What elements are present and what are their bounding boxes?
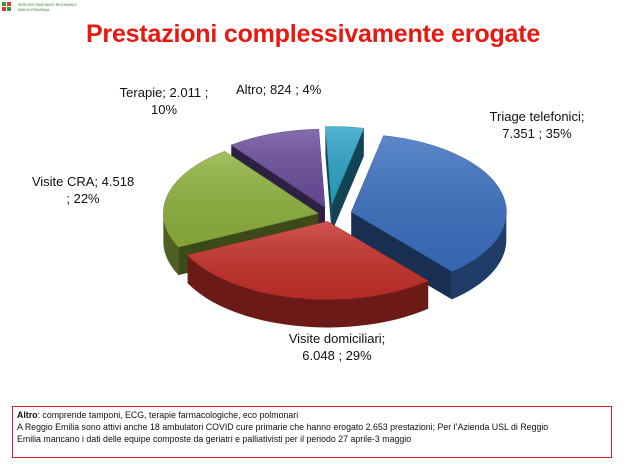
pie-slice-rim-2-0 [163, 213, 179, 276]
slice-label-altro: Altro; 824 ; 4% [236, 81, 356, 98]
slice-label-line: 10% [150, 102, 178, 117]
slice-label-visite-domiciliari: Visite domiciliari; 6.048 ; 29% [262, 330, 412, 364]
slice-label-line: 7.351 ; 35% [502, 126, 572, 141]
pie-slice-wall-4-0 [325, 126, 332, 233]
pie-slice-wall-4-1 [331, 128, 364, 233]
slice-label-line: 6.048 ; 29% [302, 348, 372, 363]
slice-label-line: Visite domiciliari; [288, 331, 386, 346]
slice-label-visite-cra: Visite CRA; 4.518 ; 22% [18, 173, 148, 207]
logo-mark-icon [2, 2, 11, 11]
logo-text-line1: SERVIZIO SANITARIO REGIONALE [18, 3, 77, 7]
slice-label-line: Altro; 824 ; 4% [236, 82, 322, 97]
footnote-line1-text: : comprende tamponi, ECG, terapie farmac… [37, 410, 299, 420]
footnote-bold-label: Altro [17, 410, 38, 420]
footnote-line2: A Reggio Emilia sono attivi anche 18 amb… [17, 422, 549, 433]
pie-slice-highlight-1 [187, 221, 429, 300]
footnote-box: Altro: comprende tamponi, ECG, terapie f… [12, 406, 612, 458]
regional-health-logo: SERVIZIO SANITARIO REGIONALE EMILIA-ROMA… [2, 2, 77, 20]
footnote-line3: Emilia mancano i dati delle equipe compo… [17, 434, 412, 445]
slice-label-line: Terapie; 2.011 ; [119, 85, 209, 100]
pie-slice-side-4 [325, 126, 364, 233]
pie-slice-highlight-4 [325, 126, 364, 205]
slice-label-line: ; 22% [66, 191, 100, 206]
slice-label-terapie: Terapie; 2.011 ; 10% [104, 84, 224, 118]
pie-slice-highlight-2 [163, 151, 319, 248]
pie-slice-rim-0-0 [451, 212, 507, 300]
pie-slice-highlight-0 [351, 135, 507, 272]
slice-label-line: Visite CRA; 4.518 [31, 174, 135, 189]
chart-title: Prestazioni complessivamente erogate [85, 20, 541, 48]
footnote-line1: Altro: comprende tamponi, ECG, terapie f… [17, 409, 607, 421]
slice-label-triage-telefonici: Triage telefonici; 7.351 ; 35% [472, 108, 602, 142]
logo-text-line2: EMILIA-ROMAGNA [18, 8, 50, 12]
pie-slice-wall-0-1 [351, 212, 452, 300]
pie-slice-rim-1-0 [187, 255, 429, 328]
slice-label-line: Triage telefonici; [489, 109, 585, 124]
pie-slice-highlight-3 [231, 129, 325, 208]
